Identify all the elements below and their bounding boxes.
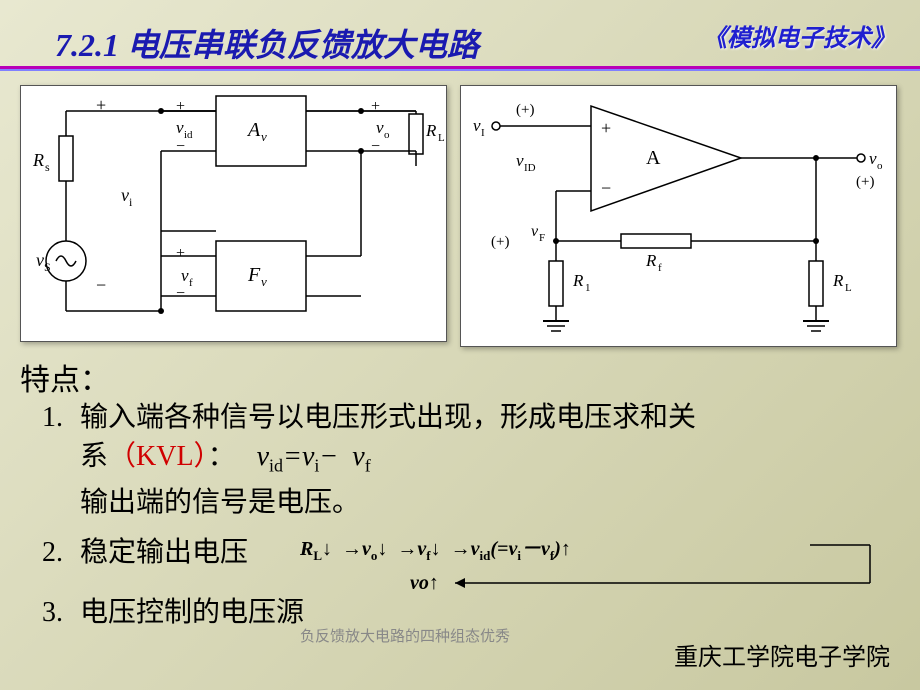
svg-text:o: o (877, 160, 883, 172)
chain-vf: v (417, 538, 426, 560)
svg-text:R: R (32, 150, 44, 170)
point-3-text: 电压控制的电压源 (80, 597, 304, 628)
point-2-text: 稳定输出电压 (80, 537, 248, 568)
point-1-text-a: 输入端各种信号以电压形式出现，形成电压求和关 (80, 402, 696, 433)
chain-RL: R (300, 538, 313, 560)
svg-text:R: R (645, 251, 657, 270)
chain-down1: ↓ (322, 538, 332, 560)
svg-text:F: F (247, 264, 261, 286)
formula-vf: v (352, 441, 364, 472)
svg-text:F: F (539, 232, 545, 244)
point-1-kvl: （KVL） (108, 441, 208, 472)
point-1-line2: 输出端的信号是电压。 (80, 480, 360, 520)
title-underline (0, 66, 920, 69)
point-2-num: 2. (42, 537, 80, 569)
svg-text:L: L (845, 282, 852, 294)
svg-text:A: A (246, 119, 261, 141)
chain-vo2: v (410, 572, 419, 594)
svg-text:−: − (371, 138, 380, 155)
footer-affiliation: 重庆工学院电子学院 (674, 637, 890, 672)
svg-text:v: v (121, 185, 129, 205)
svg-text:L: L (438, 132, 445, 144)
chain-vo-up: vo↑ (410, 572, 439, 595)
svg-text:ID: ID (524, 162, 536, 174)
svg-text:o: o (384, 129, 390, 141)
formula-vi: v (302, 441, 314, 472)
svg-text:v: v (531, 223, 539, 240)
svg-text:v: v (261, 274, 267, 289)
svg-text:(+): (+) (491, 234, 509, 250)
svg-text:R: R (572, 271, 584, 290)
svg-text:I: I (481, 127, 485, 139)
svg-text:f: f (189, 277, 193, 289)
formula-eq: = (283, 441, 302, 472)
block-diagram: + − v S R s v i + − v id A v + − v f F v… (20, 85, 447, 342)
svg-text:A: A (646, 147, 661, 169)
point-3: 3.电压控制的电压源 (42, 590, 304, 630)
formula-minus: − (319, 441, 338, 472)
formula-vf-sub: f (365, 456, 371, 476)
svg-text:f: f (658, 262, 662, 274)
svg-text:+: + (176, 98, 185, 115)
svg-text:(+): (+) (516, 102, 534, 118)
formula-vid-sub: id (269, 456, 283, 476)
svg-text:v: v (36, 250, 44, 270)
watermark: 负反馈放大电路的四种组态优秀 (300, 625, 510, 646)
opamp-diagram-svg: + − A v I (+) v ID v o (+) (+) v F R f R… (461, 86, 896, 346)
svg-text:+: + (96, 95, 106, 115)
point-1: 1.输入端各种信号以电压形式出现，形成电压求和关 系（KVL）： vid=vi−… (42, 398, 892, 479)
svg-text:v: v (516, 151, 524, 170)
svg-text:s: s (45, 160, 50, 174)
svg-text:v: v (261, 129, 267, 144)
point-1-num: 1. (42, 398, 80, 437)
chain-vo2-sub: o (419, 572, 429, 594)
svg-text:id: id (184, 129, 193, 141)
svg-text:S: S (44, 260, 51, 274)
svg-text:v: v (869, 149, 877, 168)
block-diagram-svg: + − v S R s v i + − v id A v + − v f F v… (21, 86, 446, 341)
feedback-arrow (440, 535, 910, 595)
svg-text:v: v (181, 266, 189, 285)
svg-text:+: + (176, 245, 185, 262)
svg-text:R: R (832, 271, 844, 290)
svg-text:1: 1 (585, 282, 591, 294)
svg-text:−: − (96, 275, 106, 295)
svg-text:v: v (473, 116, 481, 135)
chain-arrow1: → (342, 538, 362, 560)
chain-vo: v (362, 538, 371, 560)
header-course: 《模拟电子技术》 (703, 18, 895, 53)
svg-text:i: i (129, 195, 133, 209)
point-3-num: 3. (42, 597, 80, 629)
point-1-text-b: 系 (80, 441, 108, 472)
chain-up: ↑ (429, 572, 439, 594)
formula-vid: v (257, 441, 269, 472)
chain-down2: ↓ (377, 538, 387, 560)
svg-text:−: − (176, 285, 185, 302)
svg-text:v: v (376, 118, 384, 137)
svg-text:+: + (601, 118, 611, 138)
svg-text:v: v (176, 118, 184, 137)
chain-arrow2: → (397, 538, 417, 560)
svg-text:(+): (+) (856, 174, 874, 190)
features-label: 特点： (20, 355, 110, 399)
point-2: 2.稳定输出电压 (42, 530, 248, 570)
svg-text:−: − (601, 178, 611, 198)
opamp-diagram: + − A v I (+) v ID v o (+) (+) v F R f R… (460, 85, 897, 347)
page-title: 7.2.1 电压串联负反馈放大电路 (55, 20, 479, 66)
point-1-colon: ： (208, 441, 236, 472)
svg-text:R: R (425, 121, 437, 140)
chain-RL-sub: L (313, 548, 322, 563)
svg-text:+: + (371, 98, 380, 115)
